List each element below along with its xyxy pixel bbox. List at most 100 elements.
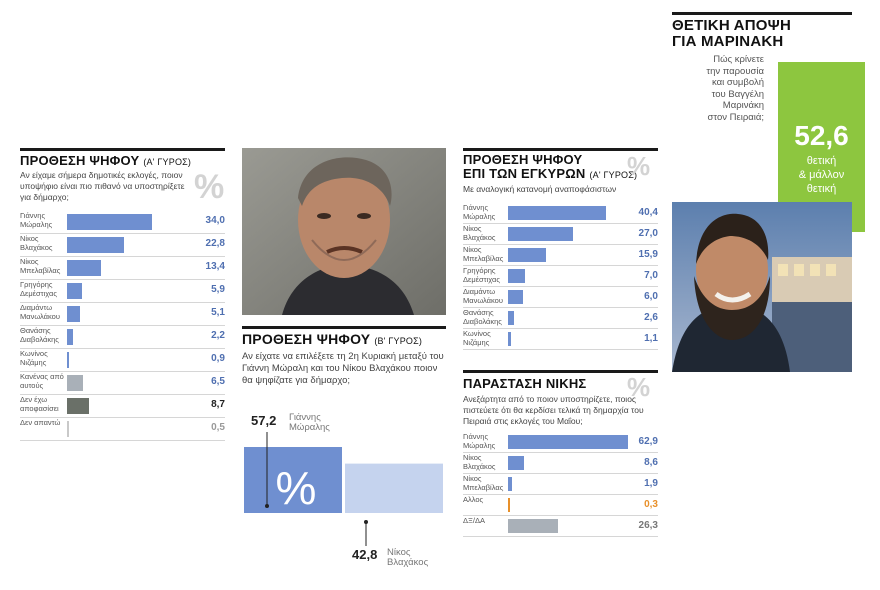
- percent-icon: %: [627, 372, 651, 402]
- marinakis-question-line: του Βαγγέλη: [711, 88, 764, 100]
- chart4-top-rule: [463, 370, 658, 373]
- bar-label: ΔΞ/ΔΑ: [463, 516, 485, 525]
- table-row: Νίκος Βλαχάκος 22,8: [20, 234, 225, 257]
- marinakis-question-line: και συμβολή: [711, 77, 764, 88]
- table-row: Δεν απαντώ 0,5: [20, 418, 225, 441]
- bar-value: 62,9: [638, 436, 658, 447]
- bar-label: Θανάσης Διαβολάκης: [20, 326, 59, 344]
- bar: [508, 227, 574, 241]
- chart2-round: (Β' ΓΥΡΟΣ): [374, 336, 423, 346]
- pointer-dot: [265, 504, 269, 508]
- bar: [508, 456, 525, 470]
- bar-value: 57,2: [251, 413, 277, 428]
- bar: [67, 283, 82, 299]
- bar: [508, 290, 523, 304]
- table-row: Γρηγόρης Δεμέστιχας 5,9: [20, 280, 225, 303]
- chart2-subtitle: Αν είχατε να επιλέξετε τη 2η Κυριακή μετ…: [242, 351, 444, 386]
- bar-label: Γρηγόρης Δεμέστιχας: [463, 266, 500, 284]
- marinakis-question: Πώς κρίνετε την παρουσία και συμβολή του…: [664, 54, 764, 123]
- bar-value: 27,0: [638, 228, 658, 239]
- bar-label: Γιάννης Μώραλης: [20, 211, 53, 229]
- bar-label: Διαμάντω Μανωλάκου: [20, 303, 60, 321]
- chart1-bars: Γιάννης Μώραλης 34,0 Νίκος Βλαχάκος 22,8 Νίκ…: [20, 211, 225, 441]
- bar: [508, 435, 628, 449]
- bar-value: 5,9: [211, 284, 225, 295]
- marinakis-value-label-line: θετική: [806, 183, 837, 195]
- bar-value: 6,5: [211, 376, 225, 387]
- chart1-round: (Α' ΓΥΡΟΣ): [143, 157, 192, 167]
- bar-label: Κωνίνος Νιζάμης: [463, 329, 491, 347]
- chart1-title-text: ΠΡΟΘΕΣΗ ΨΗΦΟΥ: [20, 153, 140, 168]
- bar: [67, 306, 80, 322]
- table-row: Γιάννης Μώραλης 62,9: [463, 432, 658, 453]
- chart2-top-rule: [242, 326, 446, 329]
- bar: [67, 237, 124, 253]
- bar: [508, 498, 510, 512]
- bar-value: 1,1: [644, 333, 658, 344]
- table-row: Νίκος Βλαχάκος 27,0: [463, 224, 658, 245]
- percent-icon: %: [194, 168, 225, 206]
- bar: [508, 477, 512, 491]
- table-row: Αλλος 0,3: [463, 495, 658, 516]
- table-row: Γιάννης Μώραλης 40,4: [463, 203, 658, 224]
- bar-value: 8,7: [211, 399, 225, 410]
- bar-label: Γιάννης Μώραλης: [463, 432, 496, 450]
- bar-value: 1,9: [644, 478, 658, 489]
- bar-label: Νίκος Μπελαβίλας: [20, 257, 61, 275]
- bar-label: Αλλος: [463, 495, 484, 504]
- marinakis-value-label-line: & μάλλον: [798, 169, 845, 181]
- table-row: Κανένας από αυτούς 6,5: [20, 372, 225, 395]
- bar-value: 7,0: [644, 270, 658, 281]
- bar-label: Γρηγόρης Δεμέστιχας: [20, 280, 57, 298]
- table-row: Γρηγόρης Δεμέστιχας 7,0: [463, 266, 658, 287]
- marinakis-question-line: στον Πειραιά;: [707, 111, 765, 123]
- bar-value: 5,1: [211, 307, 225, 318]
- table-row: Νίκος Μπελαβίλας 15,9: [463, 245, 658, 266]
- bar: [508, 519, 559, 533]
- bar-value: 6,0: [644, 291, 658, 302]
- marinakis-portrait-icon: [672, 202, 852, 372]
- table-row: ΔΞ/ΔΑ 26,3: [463, 516, 658, 537]
- table-row: Νίκος Βλαχάκος 8,6: [463, 453, 658, 474]
- bar: [508, 311, 515, 325]
- bar: [508, 248, 547, 262]
- bar: [67, 421, 69, 437]
- chart3-subtitle: Με αναλογική κατανομή αναποφάσιστων: [463, 184, 617, 194]
- table-row: Δεν έχω αποφασίσει 8,7: [20, 395, 225, 418]
- bar-label: Διαμάντω Μανωλάκου: [463, 287, 503, 305]
- bar-label: Νίκος Βλαχάκος: [387, 547, 429, 568]
- table-row: Θανάσης Διαβολάκης 2,6: [463, 308, 658, 329]
- chart1-top-rule: [20, 148, 225, 151]
- chart1-title: ΠΡΟΘΕΣΗ ΨΗΦΟΥ (Α' ΓΥΡΟΣ): [20, 153, 191, 168]
- pointer-dot: [364, 520, 368, 524]
- bar-label: Δεν απαντώ: [20, 418, 61, 427]
- bar-label: Κανένας από αυτούς: [20, 372, 64, 390]
- table-row: Διαμάντω Μανωλάκου 5,1: [20, 303, 225, 326]
- bar-label: Νίκος Μπελαβίλας: [463, 245, 504, 263]
- marinakis-value: 52,6: [794, 120, 849, 151]
- table-row: Γιάννης Μώραλης 34,0: [20, 211, 225, 234]
- percent-icon: %: [276, 462, 317, 514]
- bar-label: Κωνίνος Νιζάμης: [20, 349, 48, 367]
- bar: [67, 352, 70, 368]
- bar: [67, 375, 84, 391]
- bar-value: 8,6: [644, 457, 658, 468]
- bar: [508, 269, 525, 283]
- bar: [244, 447, 342, 513]
- table-row: Κωνίνος Νιζάμης 1,1: [463, 329, 658, 350]
- chart4-title: ΠΑΡΑΣΤΑΣΗ ΝΙΚΗΣ: [463, 376, 587, 391]
- chart3-title-line1: ΠΡΟΘΕΣΗ ΨΗΦΟΥ: [463, 152, 583, 167]
- table-row: Διαμάντω Μανωλάκου 6,0: [463, 287, 658, 308]
- bar-value: 42,8: [352, 547, 378, 562]
- bar-value: 13,4: [205, 261, 225, 272]
- chart2-bars: % 57,2 Γιάννης Μώραλης 42,8 Νίκος Βλαχάκος: [242, 400, 452, 575]
- marinakis-question-line: Πώς κρίνετε: [713, 54, 764, 65]
- chart3-title-line2: ΕΠΙ ΤΩΝ ΕΓΚΥΡΩΝ: [463, 166, 586, 181]
- bar-value: 0,9: [211, 353, 225, 364]
- chart3-round: (Α' ΓΥΡΟΣ): [589, 170, 638, 180]
- bar-value: 2,2: [211, 330, 225, 341]
- photo-moralis: [242, 148, 446, 315]
- bar-label: Νίκος Βλαχάκος: [463, 224, 496, 242]
- bar: [67, 398, 89, 414]
- bar: [508, 206, 606, 220]
